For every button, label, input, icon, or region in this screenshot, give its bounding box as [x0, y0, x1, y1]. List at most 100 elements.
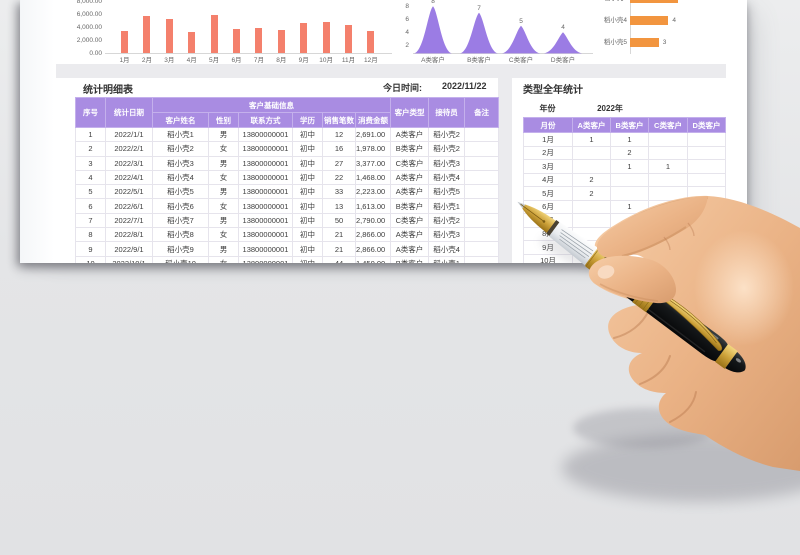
cell[interactable]: 初中	[292, 212, 323, 229]
cell[interactable]: 初中	[292, 169, 323, 186]
cell[interactable]: 6	[75, 198, 106, 214]
cell[interactable]: 1,978.00	[354, 141, 392, 157]
cell[interactable]: 3	[75, 155, 106, 171]
cell[interactable]: 21	[322, 227, 356, 243]
cell[interactable]: 1	[610, 199, 649, 214]
column-header[interactable]: 序号	[75, 97, 106, 128]
cell[interactable]: 女	[208, 141, 239, 157]
cell[interactable]: 2022/6/1	[105, 198, 153, 214]
cell[interactable]: 2022/9/1	[105, 241, 153, 257]
cell[interactable]	[610, 186, 649, 201]
year-label[interactable]: 年份	[539, 104, 556, 113]
cell[interactable]: B类客户	[390, 141, 430, 157]
cell[interactable]: 稻小壳4	[428, 241, 466, 257]
cell[interactable]	[464, 155, 500, 171]
cell[interactable]	[572, 145, 611, 160]
cell[interactable]: 稻小壳10	[152, 255, 209, 263]
cell[interactable]: 2,866.00	[354, 227, 392, 243]
column-header[interactable]: D类客户	[687, 117, 726, 133]
cell[interactable]	[464, 212, 500, 229]
cell[interactable]: 2022/2/1	[105, 141, 153, 157]
cell[interactable]: 1,450.00	[354, 255, 392, 263]
cell[interactable]	[572, 213, 611, 228]
cell[interactable]	[464, 169, 500, 186]
cell[interactable]: 13800000001	[238, 241, 293, 257]
cell[interactable]: 2,866.00	[354, 241, 392, 257]
cell[interactable]: 1,468.00	[354, 169, 392, 186]
cell[interactable]: 稻小壳5	[428, 184, 466, 200]
cell[interactable]: 2022/8/1	[105, 227, 153, 243]
cell[interactable]: 男	[208, 155, 239, 171]
cell[interactable]: 2,223.00	[354, 184, 392, 200]
cell[interactable]: B类客户	[390, 198, 430, 214]
cell[interactable]: 16	[322, 141, 356, 157]
column-header[interactable]: C类客户	[648, 117, 688, 133]
cell[interactable]	[464, 227, 500, 243]
cell[interactable]	[572, 199, 611, 214]
cell[interactable]: 初中	[292, 184, 323, 200]
cell[interactable]: 13800000001	[238, 212, 293, 229]
cell[interactable]: 1	[610, 132, 649, 147]
cell[interactable]: 稻小壳1	[428, 255, 466, 263]
cell[interactable]: 初中	[292, 141, 323, 157]
cell[interactable]: 稻小壳7	[152, 212, 209, 229]
cell[interactable]: 男	[208, 241, 239, 257]
cell[interactable]	[687, 159, 726, 174]
cell[interactable]: 2,790.00	[354, 212, 392, 229]
cell[interactable]: 1	[75, 126, 106, 143]
cell[interactable]: 1,613.00	[354, 198, 392, 214]
cell[interactable]: 稻小壳3	[152, 155, 209, 171]
cell[interactable]: 稻小壳2	[428, 126, 466, 143]
column-header[interactable]: 接待员	[428, 97, 466, 128]
cell[interactable]	[464, 126, 500, 143]
cell[interactable]: A类客户	[390, 126, 430, 143]
column-header[interactable]: 客户类型	[390, 97, 430, 128]
cell[interactable]: B类客户	[390, 255, 430, 263]
sub-column-header[interactable]: 客户姓名	[152, 112, 209, 128]
cell[interactable]: 男	[208, 212, 239, 229]
cell[interactable]	[687, 132, 726, 147]
cell[interactable]: 1	[648, 159, 688, 174]
cell[interactable]: 13800000001	[238, 155, 293, 171]
cell[interactable]	[464, 198, 500, 214]
cell[interactable]	[687, 172, 726, 187]
cell[interactable]	[648, 145, 688, 160]
cell[interactable]: 女	[208, 169, 239, 186]
cell[interactable]: A类客户	[390, 184, 430, 200]
cell[interactable]: 5	[75, 184, 106, 200]
cell[interactable]: 初中	[292, 155, 323, 171]
cell[interactable]: 27	[322, 155, 356, 171]
cell[interactable]	[648, 132, 688, 147]
cell[interactable]: 2月	[523, 145, 573, 160]
sub-column-header[interactable]: 学历	[292, 112, 323, 128]
cell[interactable]: 10	[75, 255, 106, 263]
group-header[interactable]: 客户基础信息	[151, 97, 392, 113]
cell[interactable]: 13800000001	[238, 184, 293, 200]
cell[interactable]: 3月	[523, 159, 573, 174]
cell[interactable]: 13800000001	[238, 227, 293, 243]
cell[interactable]: A类客户	[390, 169, 430, 186]
cell[interactable]	[464, 141, 500, 157]
cell[interactable]: 13800000001	[238, 141, 293, 157]
cell[interactable]: 2022/4/1	[105, 169, 153, 186]
cell[interactable]: 2,691.00	[354, 126, 392, 143]
cell[interactable]: 男	[208, 184, 239, 200]
column-header[interactable]: 统计日期	[105, 97, 153, 128]
cell[interactable]: 9	[75, 241, 106, 257]
cell[interactable]: 44	[322, 255, 356, 263]
cell[interactable]: 初中	[292, 255, 323, 263]
cell[interactable]: 2022/7/1	[105, 212, 153, 229]
cell[interactable]: 稻小壳3	[428, 227, 466, 243]
cell[interactable]: 13800000001	[238, 255, 293, 263]
cell[interactable]: 50	[322, 212, 356, 229]
cell[interactable]: 12	[322, 126, 356, 143]
cell[interactable]: 稻小壳1	[152, 126, 209, 143]
cell[interactable]: 稻小壳2	[428, 212, 466, 229]
cell[interactable]: 1月	[523, 132, 573, 147]
cell[interactable]: 2022/3/1	[105, 155, 153, 171]
cell[interactable]: 2022/10/1	[105, 255, 153, 263]
sub-column-header[interactable]: 联系方式	[238, 112, 293, 128]
cell[interactable]: 初中	[292, 227, 323, 243]
cell[interactable]: 2022/5/1	[105, 184, 153, 200]
cell[interactable]	[464, 184, 500, 200]
